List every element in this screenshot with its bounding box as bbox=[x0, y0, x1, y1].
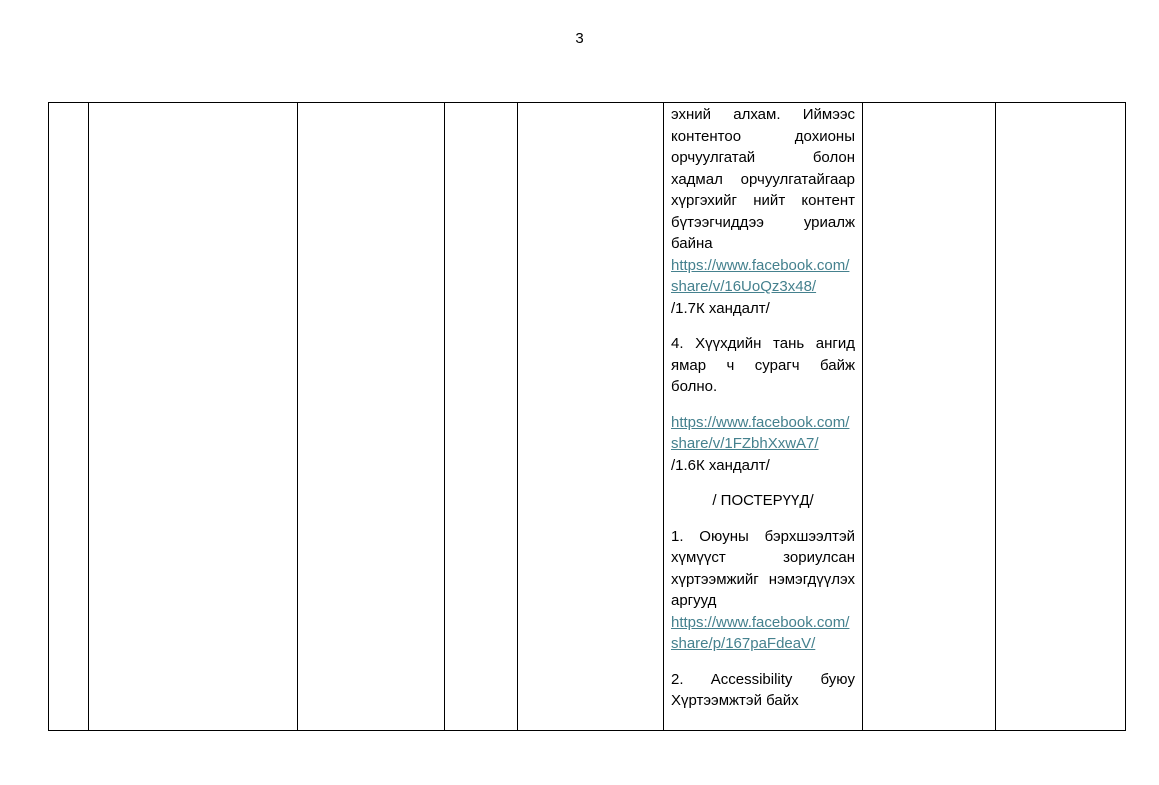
facebook-link[interactable]: https://www.facebook.com/share/v/16UoQz3… bbox=[671, 256, 850, 296]
paragraph: 2. Accessibility буюу Хүртээмжтэй байх bbox=[671, 670, 855, 710]
table-cell-3 bbox=[297, 102, 445, 731]
paragraph: 4. Хүүхдийн тань ангид ямар ч сурагч бай… bbox=[671, 335, 855, 395]
facebook-link[interactable]: https://www.facebook.com/share/p/167paFd… bbox=[671, 613, 850, 653]
paragraph: /1.7К хандалт/ bbox=[671, 299, 770, 317]
table-cell-4 bbox=[444, 102, 518, 731]
content-table: эхний алхам. Иймээс контентоо дохионы ор… bbox=[48, 102, 1126, 731]
table-cell-2 bbox=[88, 102, 298, 731]
table-row: эхний алхам. Иймээс контентоо дохионы ор… bbox=[48, 102, 1126, 731]
table-cell-8 bbox=[995, 102, 1126, 731]
paragraph: 1. Оюуны бэрхшээлтэй хүмүүст зориулсан х… bbox=[671, 527, 855, 610]
content-cell-blocks: эхний алхам. Иймээс контентоо дохионы ор… bbox=[664, 103, 862, 730]
paragraph: / ПОСТЕРҮҮД/ bbox=[712, 492, 814, 509]
table-cell-6-content: эхний алхам. Иймээс контентоо дохионы ор… bbox=[663, 102, 863, 731]
table-cell-5 bbox=[517, 102, 664, 731]
paragraph: эхний алхам. Иймээс контентоо дохионы ор… bbox=[671, 106, 855, 252]
table-cell-7 bbox=[862, 102, 996, 731]
table-cell-1 bbox=[48, 102, 89, 731]
paragraph: /1.6К хандалт/ bbox=[671, 456, 770, 474]
page-number: 3 bbox=[575, 30, 584, 47]
facebook-link[interactable]: https://www.facebook.com/share/v/1FZbhXx… bbox=[671, 413, 850, 453]
